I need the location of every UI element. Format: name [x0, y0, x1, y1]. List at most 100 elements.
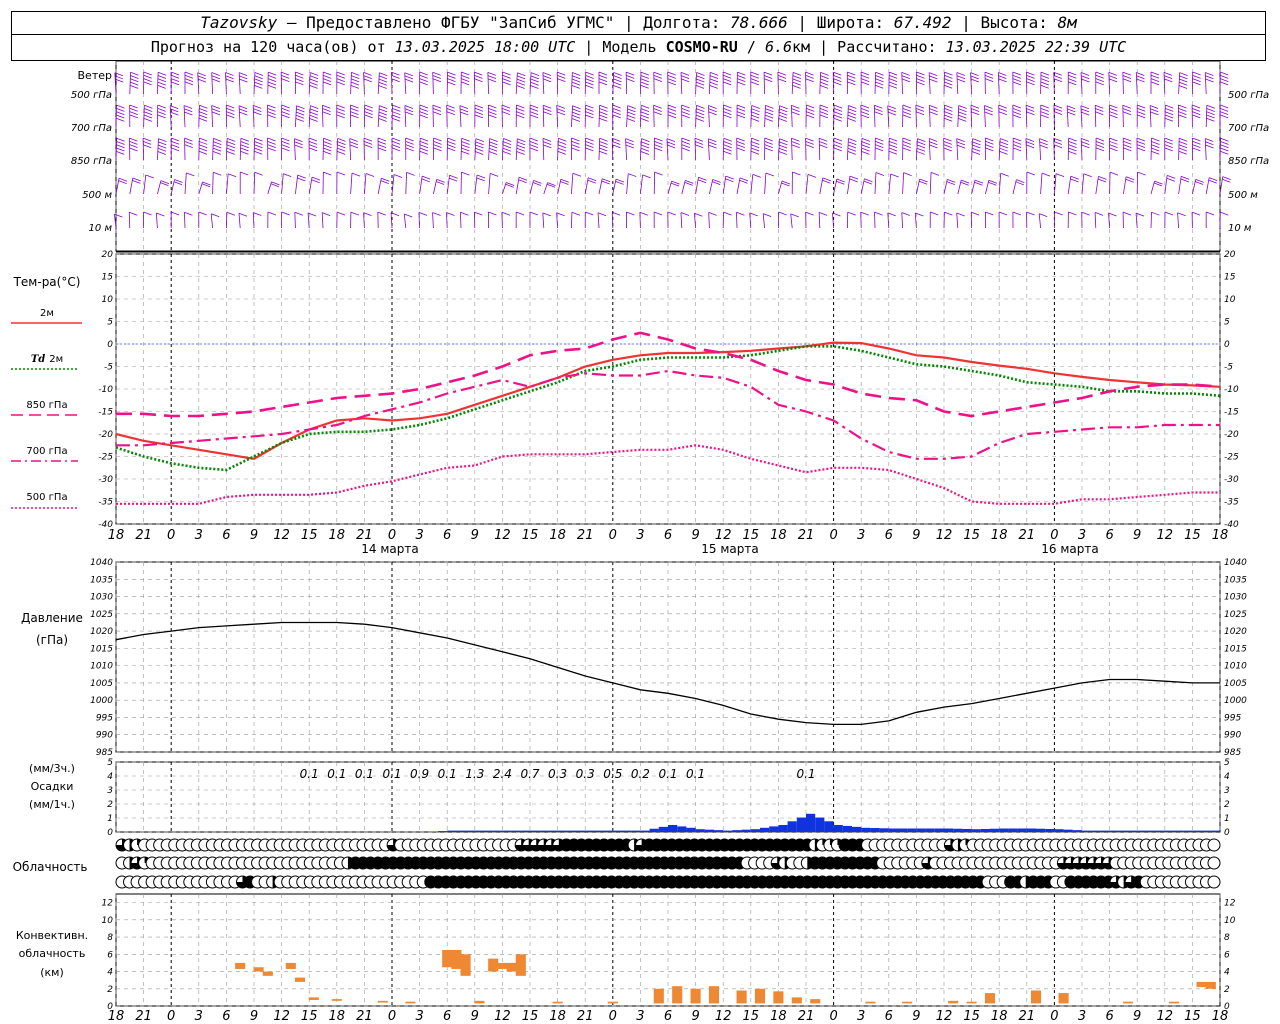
precip-y-tick-label-right: 1 [1224, 814, 1230, 824]
precip-bar [511, 830, 521, 832]
wind-barb-flag [254, 137, 263, 142]
wind-barb-flag [1150, 74, 1160, 79]
wind-barb-flag [391, 75, 400, 79]
wind-barb-flag [349, 141, 358, 146]
wind-barb-flag [1205, 72, 1214, 76]
wind-barb-flag [501, 111, 511, 116]
wind-barb-flag [1109, 114, 1118, 119]
wind-barb-flag [640, 114, 649, 119]
wind-barb-flag [516, 104, 525, 109]
wind-barb-flag [1040, 81, 1049, 86]
wind-barb-flag [336, 107, 345, 112]
wind-barb-flag [226, 144, 236, 149]
wind-barb-flag [833, 78, 842, 83]
x-tick-label-bottom: 9 [912, 1009, 920, 1024]
t2m-series [115, 341, 1221, 460]
wind-barb-flag [708, 141, 717, 146]
wind-barb-flag [130, 78, 139, 83]
wind-barb-flag [322, 81, 332, 86]
wind-barb-flag [653, 104, 662, 109]
wind-barb-flag [157, 151, 166, 155]
wind-barb-flag [861, 150, 870, 155]
wind-barb-flag [887, 111, 897, 116]
wind-barb-flag [1178, 107, 1187, 112]
wind-barb-flag [1081, 211, 1090, 216]
wind-barb-flag [779, 141, 788, 146]
t850-series [116, 331, 1221, 418]
wind-barb-flag [627, 114, 636, 119]
wind-barb-flag [1012, 211, 1022, 216]
wind-barb-flag [226, 211, 236, 216]
conv-title-c: (км) [40, 966, 64, 979]
precip-bar [760, 827, 770, 832]
precip-y-tick-label: 3 [107, 786, 113, 796]
wind-barb [515, 177, 520, 195]
precip-3h-sum: 0.1 [327, 767, 346, 781]
wind-barb-flag [1150, 111, 1159, 116]
wind-barb-flag [1109, 111, 1118, 115]
x-tick-label: 9 [1133, 528, 1141, 543]
wind-barb-flag [404, 105, 414, 109]
wind-barb-flag [588, 177, 597, 182]
wind-barb-flag [805, 141, 814, 145]
model-sep: / [737, 38, 765, 56]
wind-barb-flag [653, 71, 662, 76]
wind-barb-flag [295, 81, 304, 86]
wind-barb-flag [560, 181, 569, 185]
wind-barb-flag [985, 144, 994, 148]
wind-barb-flag [1195, 181, 1204, 185]
wind-barb-flag [627, 108, 636, 113]
x-tick-label: 9 [912, 528, 920, 543]
wind-barb-flag [861, 81, 870, 86]
wind-barb-flag [806, 104, 815, 109]
wind-barb-flag [819, 144, 828, 149]
wind-barb-flag [572, 108, 581, 113]
wind-barb-flag [985, 147, 994, 152]
wind-barb-flag [640, 75, 650, 79]
wind-barb-flag [1095, 108, 1104, 112]
wind-barb-flag [198, 211, 207, 216]
wind-barb-flag [505, 183, 514, 188]
wind-barb [874, 172, 877, 195]
wind-barb-flag [764, 147, 773, 152]
x-tick-label-bottom: 0 [388, 1009, 396, 1024]
wind-barb-flag [197, 78, 207, 83]
wind-barb-flag [129, 114, 138, 119]
wind-barb-flag [281, 147, 290, 152]
wind-barb-flag [296, 105, 305, 110]
wind-barb [680, 212, 683, 229]
wind-barb-flag [723, 78, 732, 82]
precip-3h-sum: 0.3 [548, 767, 567, 781]
wind-barb-flag [681, 114, 690, 119]
wind-barb-flag [1053, 141, 1062, 145]
wind-barb [1135, 213, 1138, 229]
wind-barb-flag [970, 75, 979, 80]
wind-barb-flag [281, 75, 290, 79]
wind-barb-flag [1150, 81, 1160, 86]
wind-barb-flag [226, 104, 235, 109]
wind-barb-flag [736, 114, 746, 119]
wind-barb-flag [212, 144, 222, 149]
wind-barb-flag [281, 71, 290, 76]
precip-bar [962, 828, 972, 832]
wind-barb-flag [736, 147, 745, 152]
wind-barb-flag [1164, 137, 1173, 142]
wind-barb-flag [311, 176, 321, 181]
wind-barb-flag [684, 182, 693, 186]
wind-barb-flag [1053, 78, 1063, 83]
wind-barb-flag [598, 81, 608, 86]
wind-barb-flag [419, 144, 429, 149]
precip-3h-sum: 0.1 [438, 767, 457, 781]
precip-bar [1082, 830, 1092, 832]
wind-barb-flag [405, 111, 414, 116]
wind-barb-flag [1180, 178, 1189, 183]
wind-barb-flag [447, 137, 456, 142]
wind-barb-flag [764, 144, 773, 148]
wind-barb-flag [1026, 171, 1035, 176]
wind-barb-flag [323, 144, 332, 149]
wind-barb [143, 105, 145, 128]
wind-barb-flag [1040, 71, 1050, 76]
wind-barb-flag [585, 81, 594, 86]
wind-barb [805, 174, 809, 195]
wind-barb-flag [860, 74, 870, 79]
